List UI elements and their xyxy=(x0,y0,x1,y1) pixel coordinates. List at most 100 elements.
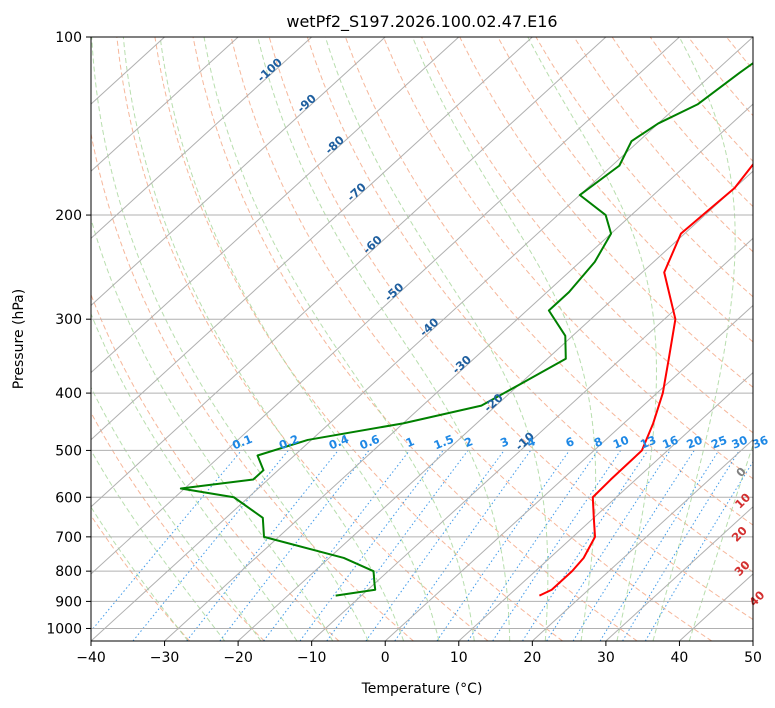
mixing-ratio-label: 3 xyxy=(498,434,511,450)
mixing-ratio-line xyxy=(132,450,289,641)
moist-adiabat-line xyxy=(91,217,334,641)
mixing-ratio-label: 6 xyxy=(563,434,576,450)
dry-adiabat-line xyxy=(268,37,753,621)
dry-adiabat-line xyxy=(192,37,638,641)
isotherm-line xyxy=(91,37,607,508)
temperature-line xyxy=(538,162,753,597)
mixing-ratio-label: 13 xyxy=(638,433,658,452)
isotherm-label: -80 xyxy=(322,133,347,157)
mixing-ratio-label: 0.6 xyxy=(357,432,381,453)
plot-frame xyxy=(90,36,754,642)
x-tick-label: 10 xyxy=(450,650,468,666)
dry-adiabat-line xyxy=(91,131,414,641)
mixing-ratio-line xyxy=(436,450,570,641)
mixing-ratio-line xyxy=(622,450,740,641)
mixing-ratio-line xyxy=(365,450,505,641)
isotherm-line xyxy=(91,37,460,374)
isotherm-line xyxy=(237,170,753,641)
dry-adiabat-line xyxy=(344,37,753,526)
isotherm-line xyxy=(384,304,753,641)
isotherm-line xyxy=(91,37,239,172)
mixing-ratio-label: 0.1 xyxy=(230,432,254,453)
isotherm-label: -60 xyxy=(360,232,385,256)
isotherm-label: -30 xyxy=(449,352,474,376)
x-tick-label: 0 xyxy=(381,650,390,666)
isotherm-line xyxy=(91,37,533,441)
y-axis: 100 200 300 400 500 600 700 800 900 1000 xyxy=(46,30,91,637)
mixing-ratio-line xyxy=(299,450,444,641)
dry-adiabat-line xyxy=(649,37,753,162)
x-tick-label: 20 xyxy=(523,650,541,666)
moist-adiabat-line xyxy=(159,37,440,641)
y-tick-label: 800 xyxy=(55,564,82,580)
dry-adiabat-line xyxy=(421,37,753,434)
mixing-ratio-label: 30 xyxy=(729,433,749,452)
y-tick-label: 400 xyxy=(55,386,82,402)
dry-adiabat-line xyxy=(91,514,191,641)
x-axis: −40 −30 −20 −10 0 10 20 30 40 50 xyxy=(76,641,762,666)
mixing-ratio-label: 25 xyxy=(709,433,729,452)
mixing-ratio-line xyxy=(467,450,599,641)
dry-adiabat-line xyxy=(306,37,753,573)
isotherm-label: -70 xyxy=(344,180,369,204)
isotherm-line xyxy=(91,37,313,240)
isotherm-line xyxy=(311,237,753,641)
series-layer xyxy=(179,61,753,597)
dry-adiabat-line xyxy=(687,37,753,117)
moist-adiabat-line xyxy=(324,37,549,641)
mixing-ratio-label: 2 xyxy=(462,434,475,450)
dry-adiabat-line xyxy=(497,37,753,343)
mixing-ratio-label: 1 xyxy=(404,434,417,450)
y-tick-label: 1000 xyxy=(46,621,82,637)
background-reference-lines xyxy=(91,37,753,641)
mixing-ratio-line xyxy=(186,450,339,641)
moist-adiabat-line xyxy=(91,37,369,641)
dry-adiabat-line xyxy=(154,37,563,641)
x-tick-label: 40 xyxy=(671,650,689,666)
mixing-ratio-line xyxy=(91,450,242,632)
isotherm-line xyxy=(531,438,753,641)
moist-adiabat-line xyxy=(257,37,511,641)
mixing-ratio-label: 20 xyxy=(684,433,704,452)
dry-adiabat-line xyxy=(116,37,489,641)
x-tick-label: −40 xyxy=(76,650,106,666)
mixing-ratio-label: 0.4 xyxy=(327,432,351,453)
isotherm-line xyxy=(605,506,753,641)
dry-adiabat-line xyxy=(230,37,713,641)
y-tick-label: 100 xyxy=(55,30,82,46)
moist-adiabat-line xyxy=(688,443,753,641)
isotherm-label: -50 xyxy=(382,280,407,304)
dry-adiabat-line xyxy=(611,37,753,208)
chart-title-text: wetPf2_S197.2026.100.02.47.E16 xyxy=(286,12,557,32)
isotherm-line xyxy=(91,37,753,641)
x-axis-title: Temperature (°C) xyxy=(361,681,483,697)
y-axis-title: Pressure (hPa) xyxy=(11,289,27,389)
mixing-ratio-line xyxy=(492,450,622,641)
moist-adiabat-line xyxy=(91,506,189,641)
y-tick-label: 900 xyxy=(55,594,82,610)
mixing-ratio-line xyxy=(263,450,410,641)
moist-adiabat-label: 10 xyxy=(732,490,753,511)
moist-adiabat-line xyxy=(91,449,226,641)
moist-adiabat-line xyxy=(91,386,262,641)
dry-adiabat-line xyxy=(91,411,265,641)
chart-title: wetPf2_S197.2026.100.02.47.E16 xyxy=(286,12,557,32)
y-tick-label: 300 xyxy=(55,312,82,328)
mixing-ratio-line xyxy=(522,450,649,641)
dry-adiabat-line xyxy=(726,37,753,71)
moist-adiabat-line xyxy=(122,37,405,641)
isotherm-label: -90 xyxy=(294,91,319,115)
mixing-ratio-label: 0.2 xyxy=(277,432,301,453)
y-tick-label: 600 xyxy=(55,490,82,506)
mixing-ratio-line xyxy=(599,450,720,641)
x-tick-label: 50 xyxy=(744,650,762,666)
mixing-ratio-label: 16 xyxy=(660,433,680,452)
isotherm-line xyxy=(91,37,386,307)
mixing-ratio-line xyxy=(546,450,671,641)
isotherm-line xyxy=(458,371,753,641)
isotherm-label: -40 xyxy=(417,315,442,339)
moist-adiabat-line xyxy=(412,37,597,641)
moist-adiabat-label: 0 xyxy=(733,464,749,480)
dewpoint-line xyxy=(179,61,753,597)
